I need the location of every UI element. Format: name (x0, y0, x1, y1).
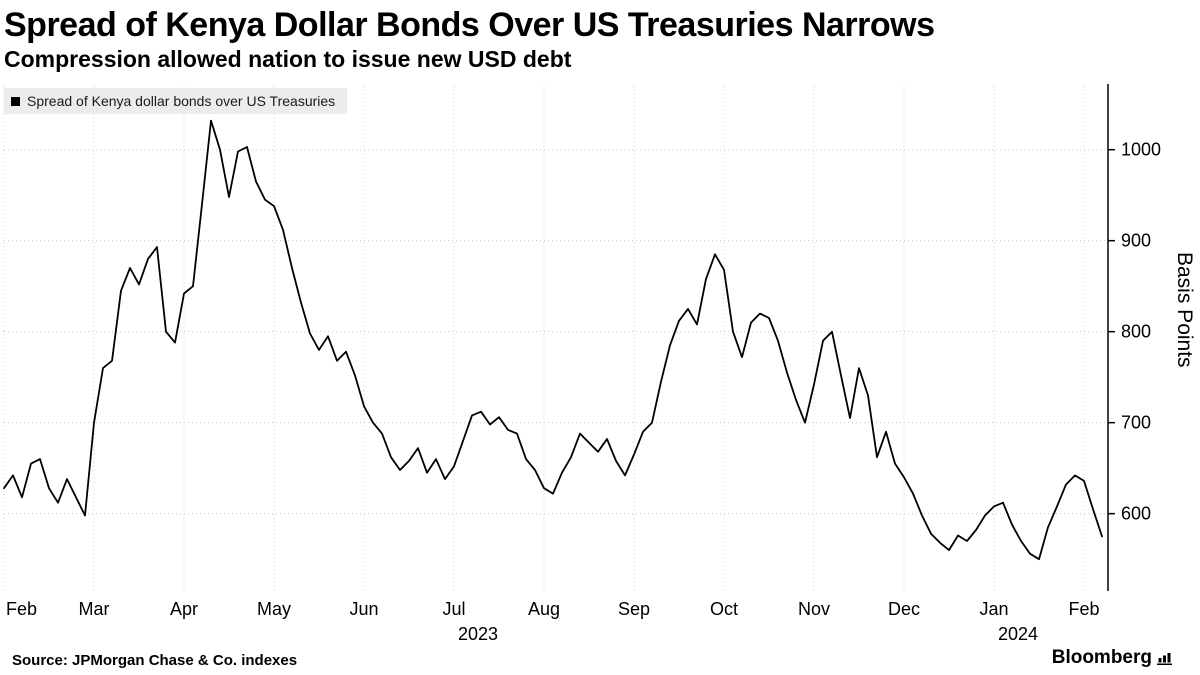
y-tick-label: 600 (1121, 504, 1151, 524)
x-tick-label: Jun (349, 599, 378, 619)
x-tick-label: Aug (528, 599, 560, 619)
y-axis-title: Basis Points (1173, 252, 1196, 368)
x-tick-label: Jan (979, 599, 1008, 619)
legend: Spread of Kenya dollar bonds over US Tre… (4, 88, 348, 114)
x-tick-label: Mar (79, 599, 110, 619)
page-title: Spread of Kenya Dollar Bonds Over US Tre… (4, 6, 935, 44)
y-tick-label: 700 (1121, 413, 1151, 433)
x-tick-label: Jul (442, 599, 465, 619)
x-tick-label: Apr (170, 599, 198, 619)
x-tick-label: Oct (710, 599, 738, 619)
chart-svg: 600 700 800 900 1000 Feb Mar Apr May Jun Jul Aug Sep… (3, 84, 1161, 644)
x-tick-label: Feb (1068, 599, 1099, 619)
x-tick-label: Feb (6, 599, 37, 619)
bloomberg-bars-icon (1157, 652, 1172, 665)
legend-marker-icon (11, 96, 20, 106)
bloomberg-logo-text: Bloomberg (1051, 647, 1152, 668)
x-tick-label: Sep (618, 599, 650, 619)
source-note: Source: JPMorgan Chase & Co. indexes (12, 652, 298, 669)
x-tick-label: Nov (798, 599, 830, 619)
legend-label: Spread of Kenya dollar bonds over US Tre… (27, 93, 336, 109)
page-subtitle: Compression allowed nation to issue new … (4, 46, 572, 72)
x-tick-label: May (257, 599, 291, 619)
year-label: 2024 (998, 624, 1038, 644)
bloomberg-logo: Bloomberg (1052, 647, 1172, 669)
year-label: 2023 (458, 624, 498, 644)
series-line (3, 119, 1103, 561)
x-tick-label: Dec (888, 599, 920, 619)
y-tick-label: 900 (1121, 231, 1151, 251)
y-tick-label: 1000 (1121, 140, 1161, 160)
y-tick-label: 800 (1121, 322, 1151, 342)
